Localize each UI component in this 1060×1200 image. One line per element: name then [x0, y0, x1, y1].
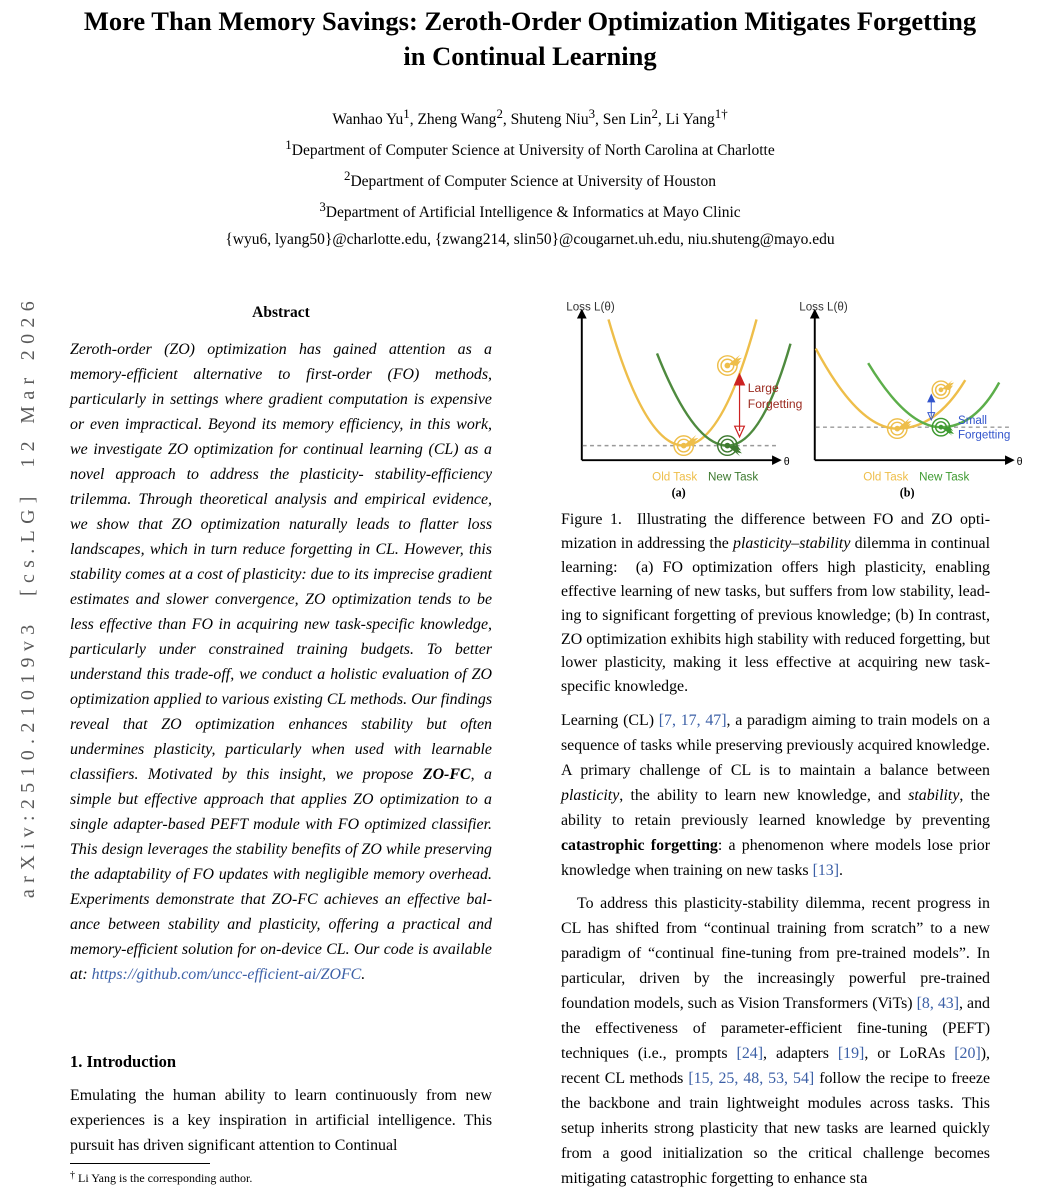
svg-text:θ: θ: [1017, 456, 1023, 468]
svg-text:Loss L(θ): Loss L(θ): [799, 301, 848, 314]
svg-text:New Task: New Task: [708, 471, 758, 484]
svg-text:Forgetting: Forgetting: [958, 428, 1010, 441]
svg-text:Small: Small: [958, 414, 987, 427]
svg-text:Forgetting: Forgetting: [748, 397, 803, 411]
svg-text:Large: Large: [748, 381, 779, 395]
svg-text:Old Task: Old Task: [652, 471, 697, 484]
svg-text:(b): (b): [900, 486, 915, 499]
svg-text:Loss L(θ): Loss L(θ): [566, 301, 615, 314]
svg-text:Old Task: Old Task: [863, 471, 908, 484]
svg-text:(a): (a): [672, 486, 686, 499]
svg-text:θ: θ: [784, 456, 790, 468]
svg-text:New Task: New Task: [919, 471, 969, 484]
